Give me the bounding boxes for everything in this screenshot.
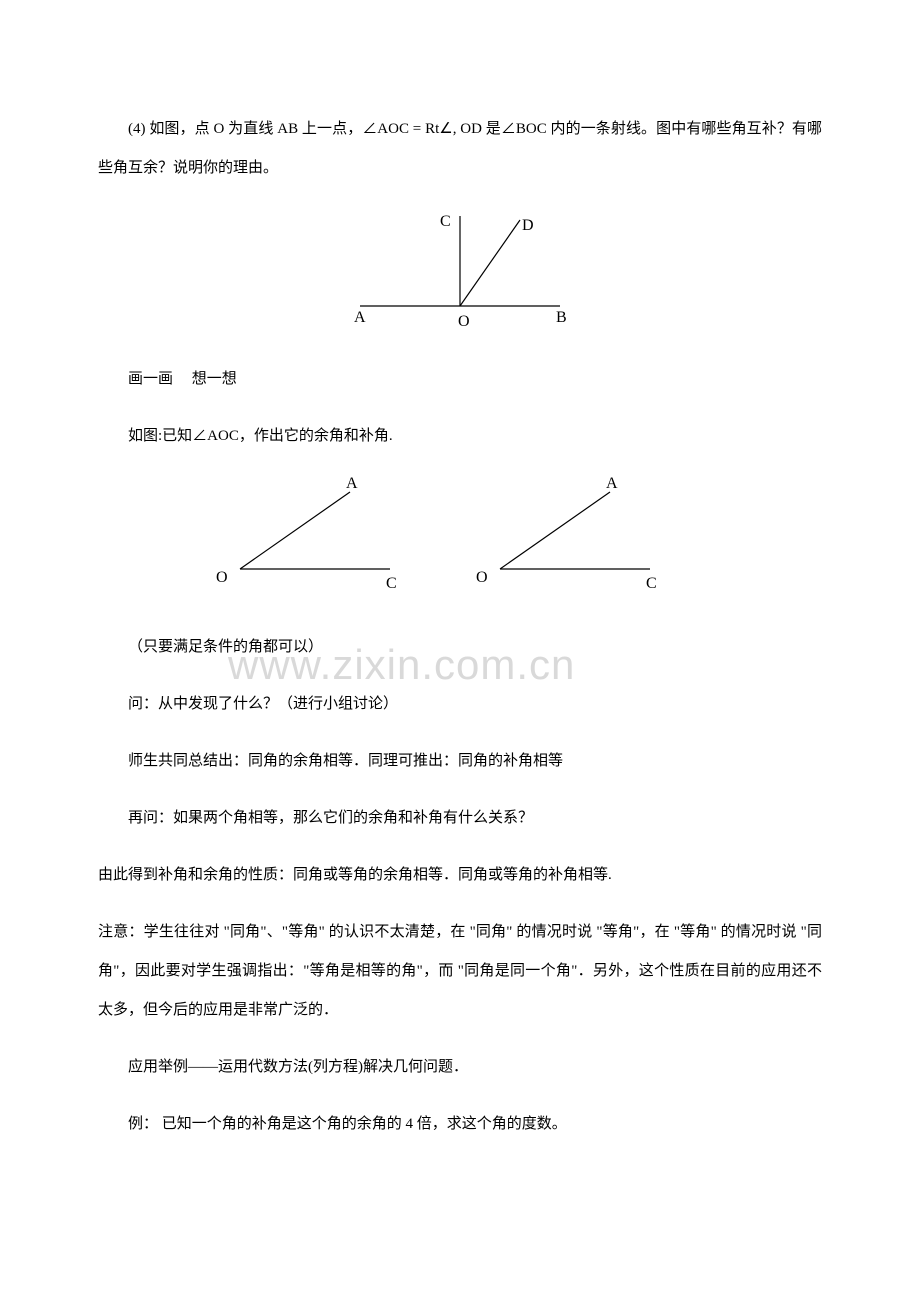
- page-root: (4) 如图，点 O 为直线 AB 上一点，∠AOC = Rt∠, OD 是∠B…: [98, 110, 822, 1144]
- fig2-left-O: O: [216, 569, 228, 586]
- para-q-discover: 问：从中发现了什么？（进行小组讨论）: [98, 685, 822, 724]
- label-O: O: [458, 313, 470, 326]
- figure-1-wrap: A B O C D: [98, 206, 822, 342]
- para-app-heading: 应用举例——运用代数方法(列方程)解决几何问题．: [98, 1048, 822, 1087]
- fig2-left-A: A: [346, 475, 358, 492]
- label-A: A: [354, 309, 366, 326]
- fig2-right-C: C: [646, 575, 657, 592]
- para-property: 由此得到补角和余角的性质：同角或等角的余角相等．同角或等角的补角相等.: [98, 856, 822, 895]
- para-draw-think: 画一画 想一想: [98, 360, 822, 399]
- para-condition-note: （只要满足条件的角都可以）: [98, 628, 822, 667]
- fig2-right-O: O: [476, 569, 488, 586]
- para-q-again: 再问：如果两个角相等，那么它们的余角和补角有什么关系？: [98, 799, 822, 838]
- para-q4: (4) 如图，点 O 为直线 AB 上一点，∠AOC = Rt∠, OD 是∠B…: [98, 110, 822, 188]
- label-B: B: [556, 309, 567, 326]
- para-known: 如图:已知∠AOC，作出它的余角和补角.: [98, 417, 822, 456]
- figure-2: O C A O C A: [200, 474, 720, 594]
- label-D: D: [522, 217, 534, 234]
- para-summary: 师生共同总结出：同角的余角相等．同理可推出：同角的补角相等: [98, 742, 822, 781]
- fig2-left-C: C: [386, 575, 397, 592]
- para-note: 注意：学生往往对 "同角"、"等角" 的认识不太清楚，在 "同角" 的情况时说 …: [98, 913, 822, 1030]
- figure-2-wrap: O C A O C A: [98, 474, 822, 610]
- label-C: C: [440, 213, 451, 230]
- figure-1: A B O C D: [340, 206, 580, 326]
- para-example: 例： 已知一个角的补角是这个角的余角的 4 倍，求这个角的度数。: [98, 1105, 822, 1144]
- fig2-right-A: A: [606, 475, 618, 492]
